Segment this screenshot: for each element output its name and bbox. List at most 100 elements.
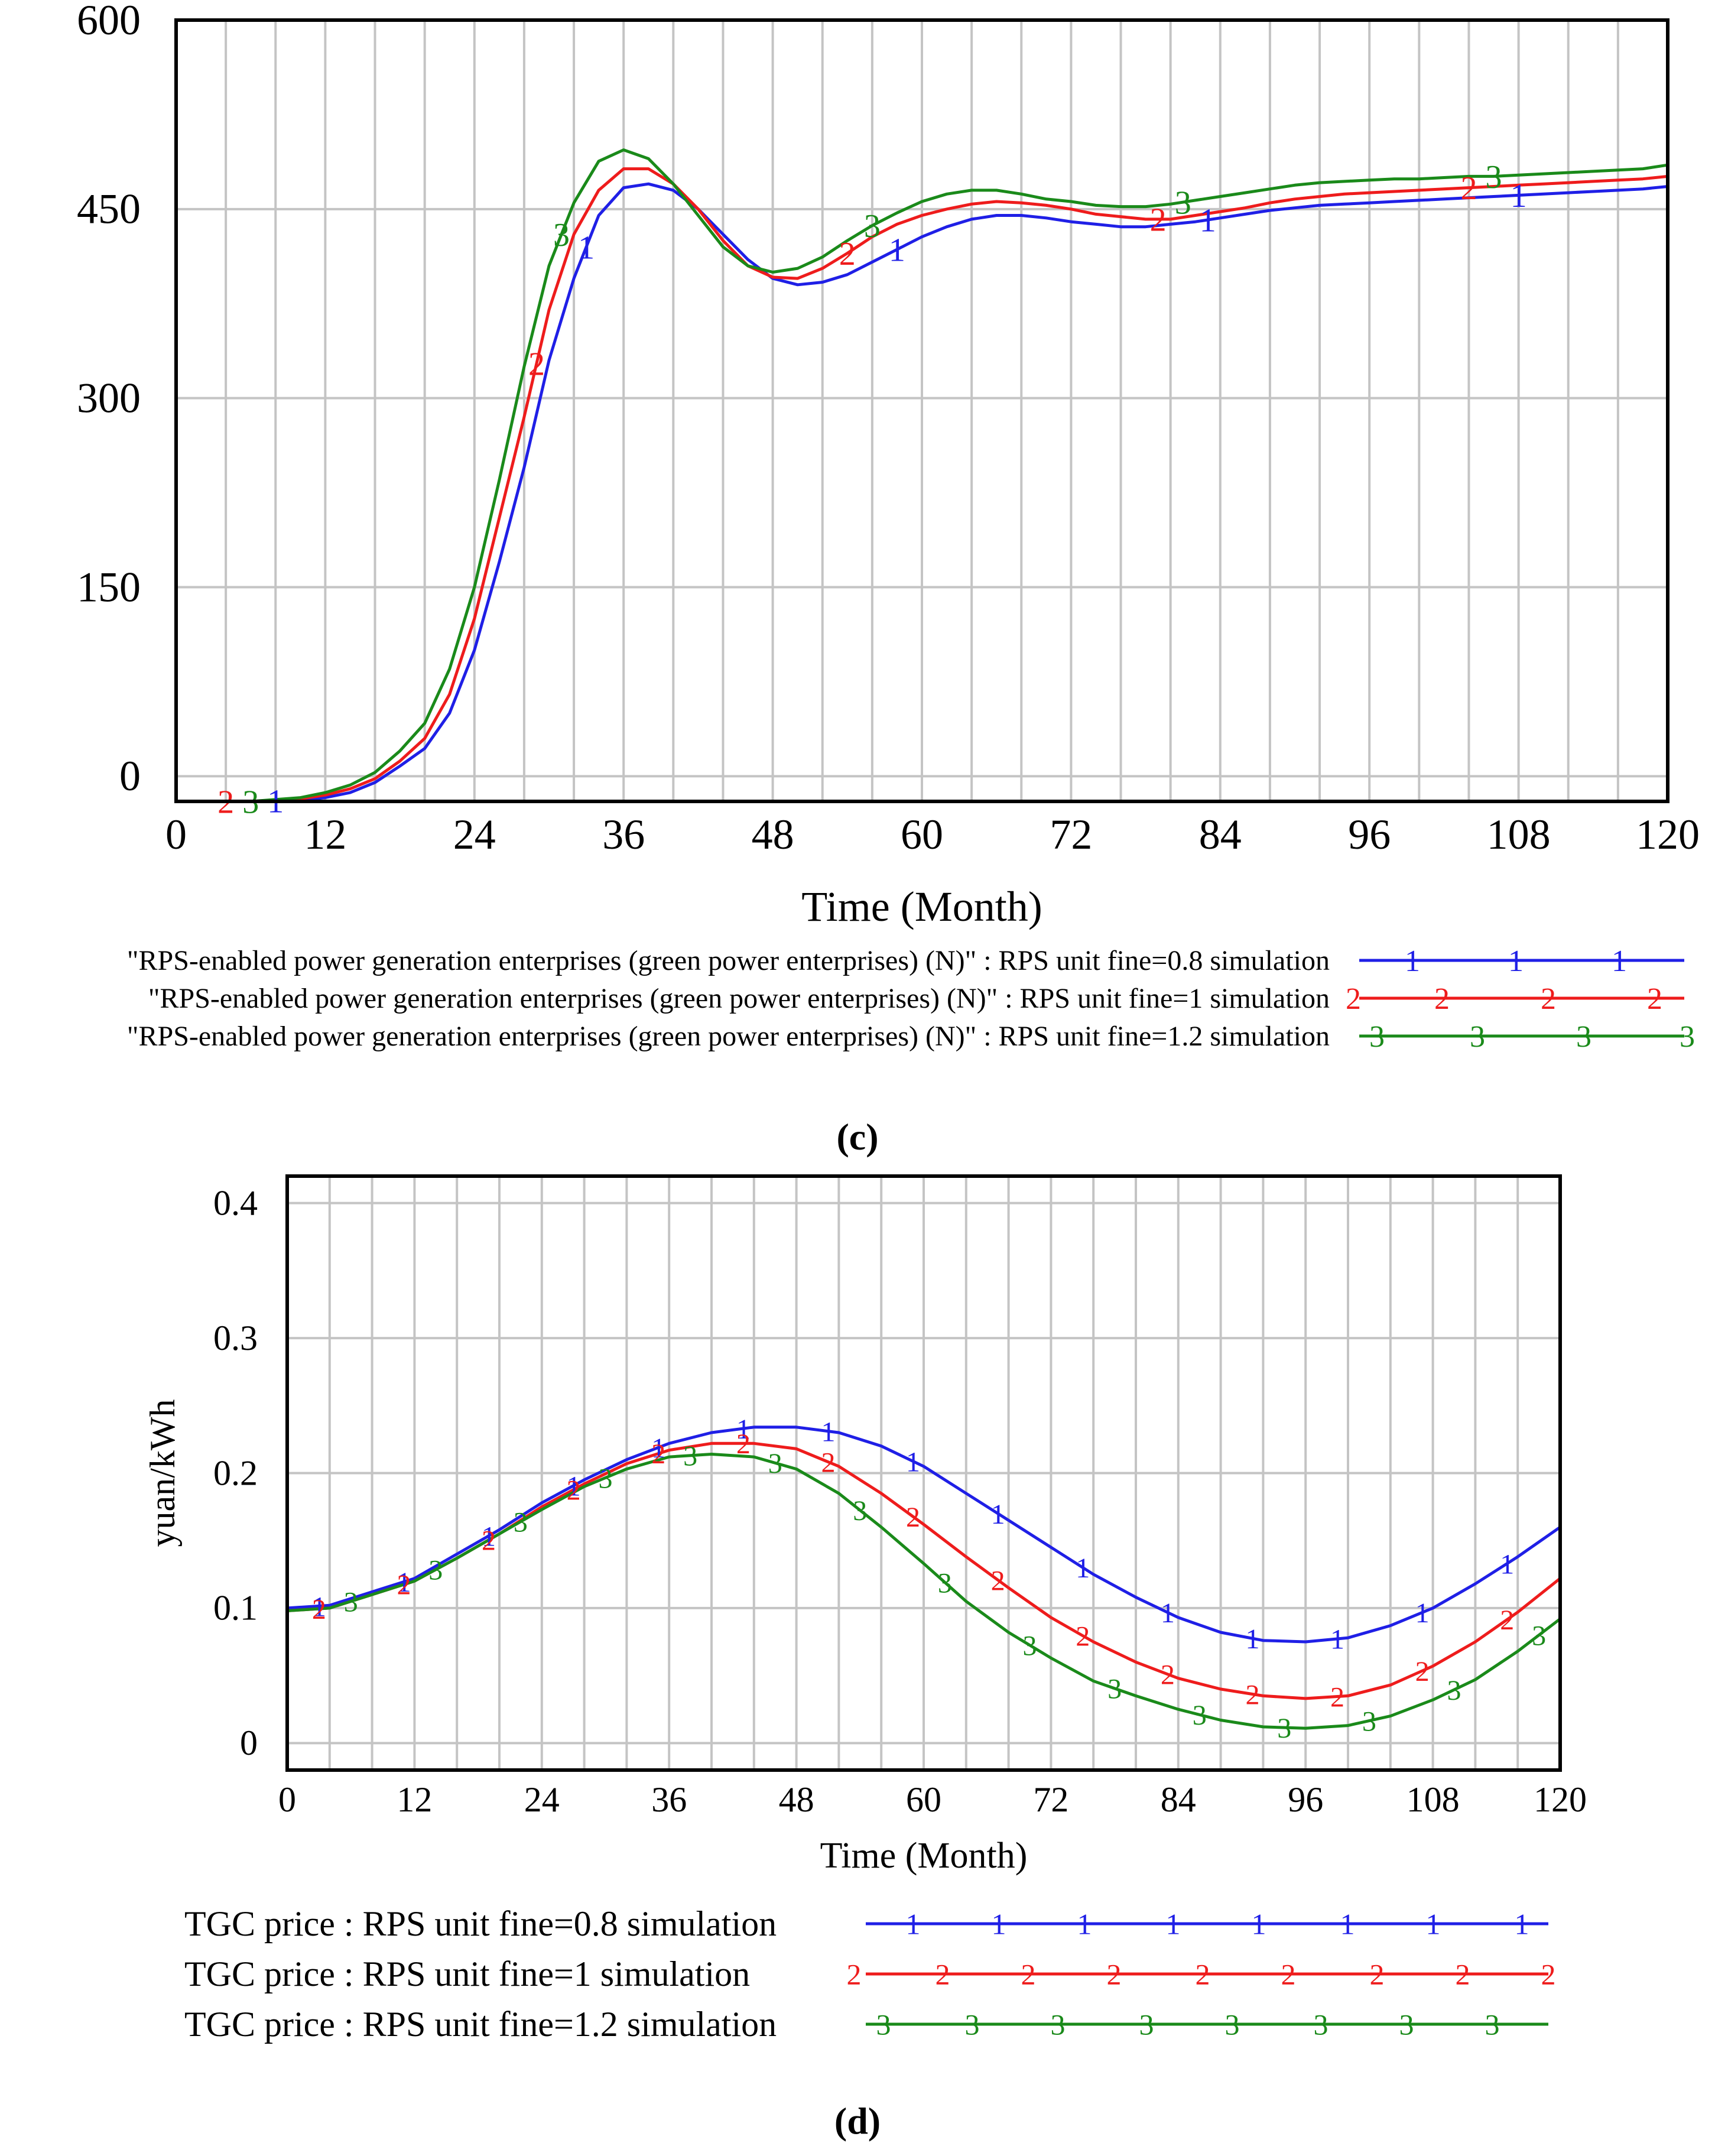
- d-x-tick-label: 12: [397, 1780, 432, 1819]
- d-series-1-marker: 1: [1161, 1597, 1175, 1629]
- d-series-3-marker: 3: [1447, 1675, 1461, 1706]
- d-series-3-marker: 3: [1362, 1706, 1376, 1737]
- d-legend-marker-1: 1: [1252, 1908, 1266, 1941]
- c-y-tick-label: 300: [77, 374, 141, 421]
- chart-c-series: [176, 148, 1668, 803]
- c-series-3-marker: 3: [864, 208, 881, 245]
- d-legend-marker-2: 2: [1370, 1958, 1385, 1991]
- c-x-tick-label: 48: [752, 811, 794, 858]
- d-series-1-marker: 1: [312, 1591, 326, 1622]
- c-x-tick-label: 60: [901, 811, 943, 858]
- d-legend-marker-2: 2: [1196, 1958, 1210, 1991]
- d-series-3-marker: 3: [1532, 1620, 1546, 1651]
- c-series-3-line: [176, 148, 1668, 803]
- d-legend-marker-2: 2: [1541, 1958, 1556, 1991]
- d-series-2-marker: 2: [567, 1475, 581, 1506]
- d-x-tick-label: 36: [651, 1780, 687, 1819]
- c-x-tick-label: 36: [602, 811, 645, 858]
- d-y-tick-label: 0.1: [213, 1589, 258, 1628]
- d-legend-label-2: TGC price : RPS unit fine=1 simulation: [184, 1954, 750, 1993]
- d-series-3-marker: 3: [683, 1441, 697, 1472]
- d-series-1-line: [287, 1426, 1561, 1644]
- d-legend-label-3: TGC price : RPS unit fine=1.2 simulation: [184, 2005, 777, 2044]
- chart-d-x-axis-label: Time (Month): [820, 1836, 1028, 1876]
- c-x-tick-label: 120: [1636, 811, 1700, 858]
- c-x-tick-label: 24: [453, 811, 496, 858]
- d-series-2-marker: 2: [1330, 1681, 1344, 1713]
- d-series-1-marker: 1: [1500, 1548, 1514, 1580]
- d-legend-marker-1: 1: [992, 1908, 1006, 1941]
- chart-c-grid: [176, 20, 1668, 801]
- d-series-2-marker: 2: [1161, 1660, 1175, 1691]
- c-series-1-marker: 1: [1200, 203, 1216, 239]
- d-series-3-marker: 3: [428, 1555, 443, 1586]
- d-series-1-marker: 1: [1330, 1624, 1344, 1655]
- d-x-tick-label: 108: [1407, 1780, 1460, 1819]
- d-legend-marker-2: 2: [847, 1958, 862, 1991]
- c-x-tick-label: 0: [165, 811, 187, 858]
- chart-d-y-axis-label: yuan/kWh: [143, 1400, 182, 1547]
- d-series-1-marker: 1: [1415, 1597, 1430, 1629]
- c-legend-marker-3: 3: [1470, 1020, 1485, 1054]
- d-series-1-marker: 1: [991, 1499, 1005, 1530]
- c-legend-marker-3: 3: [1680, 1020, 1695, 1054]
- c-legend-marker-2: 2: [1346, 982, 1361, 1016]
- d-legend-marker-3: 3: [876, 2008, 891, 2041]
- d-series-2-marker: 2: [991, 1565, 1005, 1596]
- c-series-3-marker: 3: [1486, 159, 1502, 196]
- d-legend-marker-3: 3: [1314, 2008, 1329, 2041]
- d-series-1-marker: 1: [482, 1521, 496, 1553]
- d-series-3-marker: 3: [768, 1448, 782, 1479]
- d-legend-marker-2: 2: [1107, 1958, 1122, 1991]
- chart-c-legend: "RPS-enabled power generation enterprise…: [127, 944, 1695, 1054]
- chart-c-frame: [174, 18, 1669, 803]
- d-x-tick-label: 24: [524, 1780, 560, 1819]
- d-series-3-marker: 3: [344, 1586, 358, 1618]
- d-legend-marker-2: 2: [1281, 1958, 1296, 1991]
- d-series-2-marker: 2: [1500, 1605, 1514, 1636]
- chart-c-x-axis-label: Time (Month): [801, 883, 1042, 930]
- d-legend-marker-1: 1: [1166, 1908, 1181, 1941]
- c-legend-marker-2: 2: [1541, 982, 1556, 1016]
- d-legend-marker-1: 1: [1340, 1908, 1355, 1941]
- d-series-2-marker: 2: [1076, 1621, 1090, 1652]
- chart-d-frame: [285, 1174, 1562, 1772]
- panel-label-d: (d): [834, 2100, 881, 2142]
- c-y-tick-label: 0: [119, 752, 141, 800]
- d-series-3-marker: 3: [938, 1567, 952, 1599]
- d-series-3-line: [287, 1453, 1561, 1730]
- d-series-2-marker: 2: [397, 1570, 411, 1601]
- c-series-3-marker: 3: [1175, 185, 1191, 222]
- c-series-2-marker: 2: [1460, 170, 1477, 207]
- d-series-1-marker: 1: [906, 1446, 920, 1478]
- d-legend-marker-3: 3: [1139, 2008, 1154, 2041]
- c-series-2-line: [176, 167, 1668, 803]
- d-series-1-marker: 1: [1245, 1624, 1259, 1655]
- d-series-3-marker: 3: [1193, 1700, 1207, 1731]
- d-series-3-marker: 3: [1107, 1674, 1122, 1705]
- c-legend-marker-3: 3: [1369, 1020, 1385, 1054]
- c-y-tick-label: 150: [77, 563, 141, 611]
- d-series-3-marker: 3: [853, 1495, 867, 1527]
- c-x-tick-label: 12: [304, 811, 346, 858]
- d-x-tick-label: 72: [1033, 1780, 1068, 1819]
- chart-d-legend: TGC price : RPS unit fine=0.8 simulation…: [184, 1904, 1556, 2044]
- c-x-tick-label: 84: [1199, 811, 1242, 858]
- d-x-tick-label: 48: [779, 1780, 814, 1819]
- d-series-1-marker: 1: [1076, 1553, 1090, 1584]
- d-series-2-marker: 2: [906, 1502, 920, 1533]
- c-y-tick-label: 450: [77, 186, 141, 233]
- c-legend-marker-2: 2: [1647, 982, 1662, 1016]
- c-series-3-marker: 3: [553, 217, 570, 254]
- d-y-tick-label: 0.2: [213, 1453, 258, 1492]
- d-series-2-marker: 2: [736, 1428, 751, 1460]
- d-legend-marker-3: 3: [1225, 2008, 1240, 2041]
- d-legend-marker-2: 2: [1021, 1958, 1036, 1991]
- d-legend-marker-2: 2: [1456, 1958, 1470, 1991]
- d-legend-marker-2: 2: [936, 1958, 950, 1991]
- d-legend-marker-1: 1: [906, 1908, 921, 1941]
